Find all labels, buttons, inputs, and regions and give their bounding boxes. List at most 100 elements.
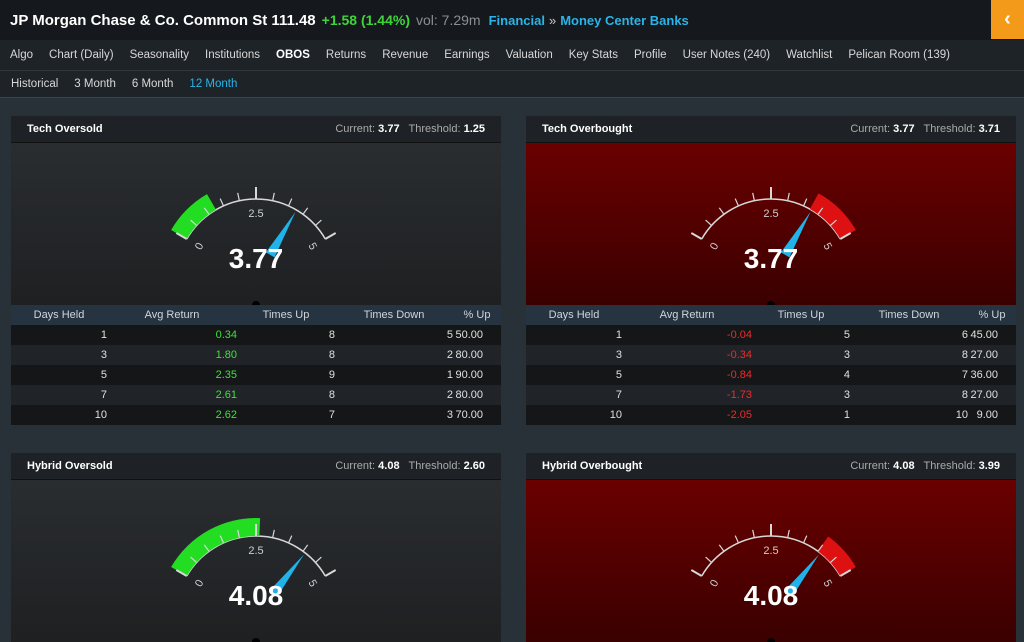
- gauge-area: 0 2.5 5 3.77: [11, 143, 501, 305]
- tab-key-stats[interactable]: Key Stats: [568, 49, 618, 61]
- tab-profile[interactable]: Profile: [633, 49, 667, 61]
- column-header-avg-return: Avg Return: [144, 309, 200, 321]
- cell-times-down: 2: [446, 389, 453, 401]
- current-value: 4.08: [378, 460, 400, 472]
- returns-table: Days Held Avg Return Times Up Times Down % U…: [11, 305, 501, 425]
- chevron-left-icon[interactable]: ‹: [991, 0, 1024, 39]
- panel-stats: Current: 3.77 Threshold: 1.25: [335, 123, 485, 135]
- cell-up: 36.00: [970, 369, 998, 381]
- tab-pelican-room-139[interactable]: Pelican Room (139): [848, 49, 950, 61]
- table-row: 1 0.34 8 5 50.00: [11, 325, 501, 345]
- cell-days-held: 7: [100, 389, 107, 401]
- gauge-svg: 02.55: [690, 524, 856, 642]
- gauge-tick: [734, 198, 740, 207]
- cell-times-up: 5: [843, 329, 850, 341]
- gauge-tick: [315, 219, 322, 226]
- table-body: 1 -0.04 5 6 45.00 3 -0.34 3 8 27.00 5 -0.84 4 7 36.00 7…: [526, 325, 1016, 425]
- gauge-pivot: [767, 638, 775, 642]
- tab-valuation[interactable]: Valuation: [505, 49, 553, 61]
- gauge-arc: [701, 198, 841, 240]
- cell-up: 27.00: [970, 349, 998, 361]
- gauge-pivot: [767, 301, 775, 305]
- tab-seasonality[interactable]: Seasonality: [129, 49, 190, 61]
- current-value: 3.77: [893, 123, 915, 135]
- tab-institutions[interactable]: Institutions: [205, 49, 261, 61]
- gauge-svg: 02.55: [690, 187, 856, 305]
- cell-days-held: 10: [94, 409, 107, 421]
- cell-days-held: 10: [609, 409, 622, 421]
- gauge-tick: [830, 556, 837, 563]
- gauge-tick: [315, 556, 322, 563]
- gauge-pivot: [252, 301, 260, 305]
- gauge-tick: [203, 544, 210, 552]
- period-12-month[interactable]: 12 Month: [189, 78, 238, 90]
- gauge-tick: [817, 207, 824, 215]
- current-value: 4.08: [893, 460, 915, 472]
- gauge-needle: [269, 554, 304, 597]
- cell-avg-return: 0.34: [215, 329, 237, 341]
- cell-avg-return: -0.04: [726, 329, 752, 341]
- gauge-tick: [302, 207, 309, 215]
- gauge-value: 3.77: [228, 243, 284, 274]
- price-change: +1.58 (1.44%): [321, 12, 410, 28]
- cell-avg-return: 2.35: [215, 369, 237, 381]
- cell-avg-return: 1.80: [215, 349, 237, 361]
- tab-watchlist[interactable]: Watchlist: [786, 49, 833, 61]
- cell-times-up: 3: [843, 389, 850, 401]
- gauge-tick: [237, 192, 240, 201]
- column-header-days-held: Days Held: [548, 309, 600, 321]
- tab-algo[interactable]: Algo: [10, 49, 34, 61]
- gauge-tick: [272, 529, 275, 538]
- cell-times-up: 8: [328, 329, 335, 341]
- tab-chart-daily[interactable]: Chart (Daily): [49, 49, 114, 61]
- cell-times-down: 8: [961, 389, 968, 401]
- cell-up: 27.00: [970, 389, 998, 401]
- gauge-label-mid: 2.5: [248, 545, 263, 557]
- tab-obos[interactable]: OBOS: [276, 49, 310, 61]
- tab-revenue[interactable]: Revenue: [382, 49, 429, 61]
- gauge-arc: [186, 535, 326, 577]
- panel-title: Tech Overbought: [542, 123, 633, 135]
- gauge-tick: [175, 569, 188, 577]
- column-header-days-held: Days Held: [33, 309, 85, 321]
- threshold-value: 3.71: [978, 123, 1000, 135]
- cell-times-down: 7: [961, 369, 968, 381]
- cell-up: 80.00: [455, 389, 483, 401]
- gauge-tick: [324, 569, 337, 577]
- sector-link[interactable]: Financial: [488, 12, 545, 28]
- gauge-needle: [265, 211, 296, 258]
- gauge-tick: [324, 232, 337, 240]
- gauge-tick: [705, 556, 712, 563]
- table-head: Days Held Avg Return Times Up Times Down % U…: [11, 305, 501, 325]
- volume: vol: 7.29m: [416, 12, 481, 28]
- gauge-area: 0 2.5 5 4.08: [11, 480, 501, 642]
- gauge-svg: 02.55: [171, 518, 337, 642]
- cell-days-held: 5: [615, 369, 622, 381]
- cell-up: 90.00: [455, 369, 483, 381]
- ticker-header: JP Morgan Chase & Co. Common St 111.48 +…: [0, 0, 1024, 40]
- tab-earnings[interactable]: Earnings: [444, 49, 490, 61]
- threshold-value: 2.60: [463, 460, 485, 472]
- panel-header: Hybrid Overbought Current: 4.08 Threshold…: [526, 453, 1016, 480]
- period-3-month[interactable]: 3 Month: [74, 78, 116, 90]
- cell-times-down: 3: [446, 409, 453, 421]
- cell-days-held: 7: [615, 389, 622, 401]
- gauge-label-max: 5: [306, 578, 319, 589]
- tab-returns[interactable]: Returns: [325, 49, 367, 61]
- industry-link[interactable]: Money Center Banks: [560, 12, 689, 28]
- column-header-times-up: Times Up: [777, 309, 825, 321]
- gauge-tick: [175, 232, 188, 240]
- panel-stats: Current: 3.77 Threshold: 3.71: [850, 123, 1000, 135]
- tab-user-notes-240[interactable]: User Notes (240): [682, 49, 771, 61]
- period-6-month[interactable]: 6 Month: [131, 78, 174, 90]
- cell-times-down: 6: [961, 329, 968, 341]
- gauge-value: 3.77: [743, 243, 799, 274]
- period-historical[interactable]: Historical: [11, 78, 59, 90]
- cell-up: 50.00: [455, 329, 483, 341]
- table-row: 5 -0.84 4 7 36.00: [526, 365, 1016, 385]
- cell-up: 45.00: [970, 329, 998, 341]
- panel-title: Tech Oversold: [27, 123, 103, 135]
- cell-days-held: 3: [615, 349, 622, 361]
- column-header-up: % Up: [463, 309, 491, 321]
- cell-times-down: 1: [446, 369, 453, 381]
